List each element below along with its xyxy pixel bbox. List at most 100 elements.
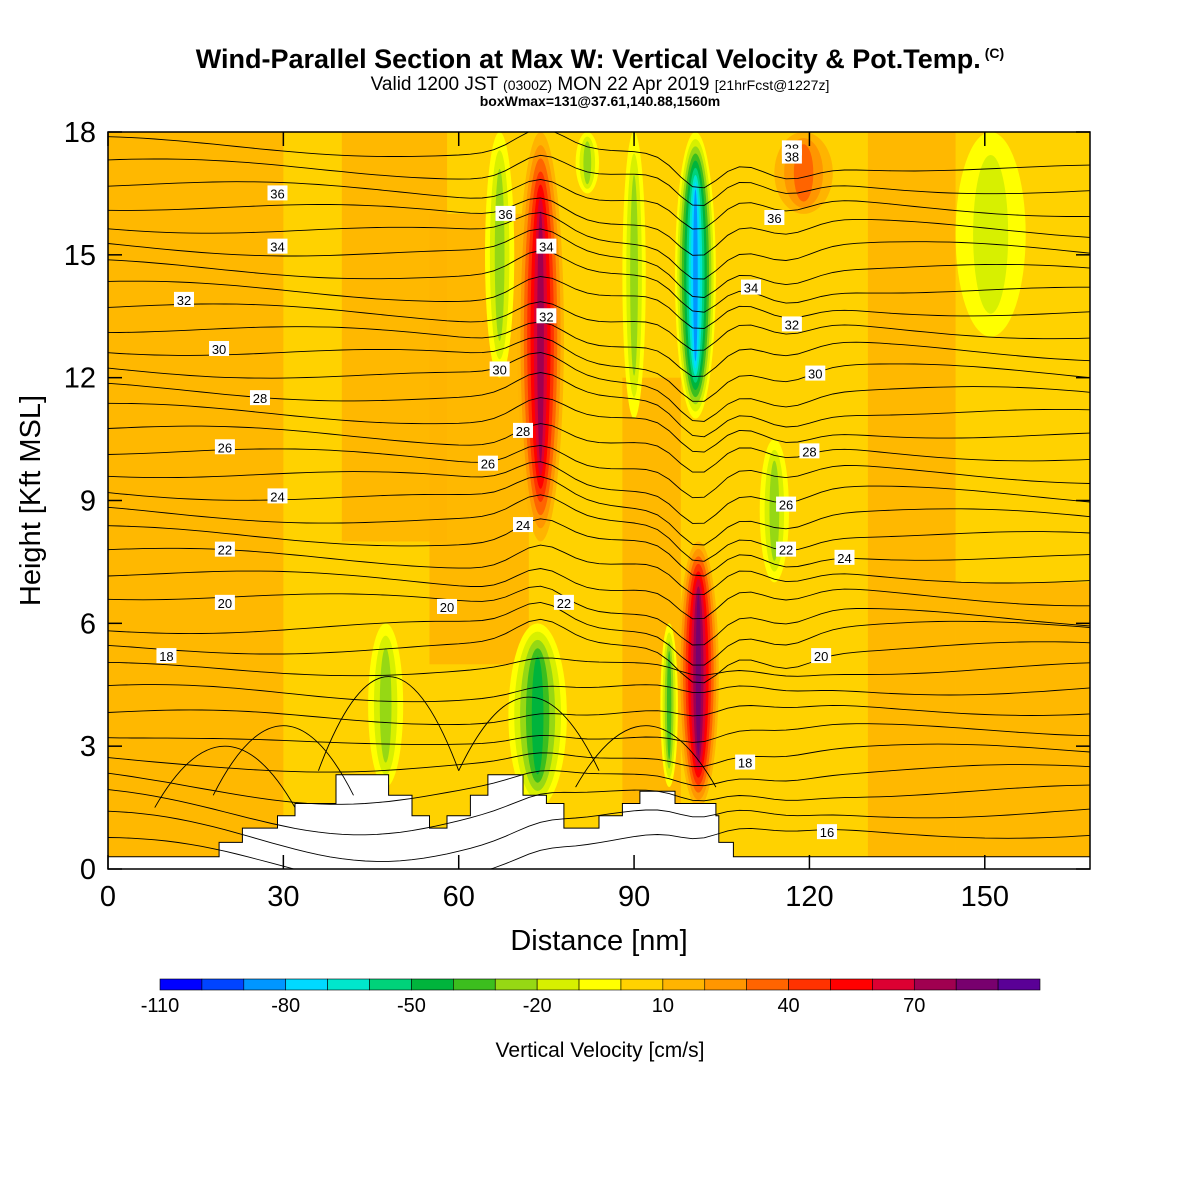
field-band xyxy=(622,377,681,869)
theta-contour-line xyxy=(108,132,1090,189)
w-feature-cell xyxy=(693,189,698,362)
contour-label-text: 26 xyxy=(218,440,232,455)
contour-label: 30 xyxy=(209,341,230,357)
contour-label-text: 24 xyxy=(837,551,851,566)
theta-contour-line xyxy=(108,178,1090,230)
contour-label-text: 32 xyxy=(785,317,799,332)
colorbar-swatch xyxy=(955,978,999,991)
y-tick-label: 3 xyxy=(80,731,96,763)
w-feature-cell xyxy=(537,210,544,463)
contour-label: 30 xyxy=(805,365,826,382)
contour-label: 38 xyxy=(781,148,802,165)
colorbar-swatch xyxy=(872,978,915,991)
contour-label-box xyxy=(209,341,230,357)
theta-contour-curve xyxy=(154,745,296,808)
subtitle-forecast: [21hrFcst@1227z] xyxy=(714,77,830,93)
colorbar-swatch xyxy=(411,978,454,991)
contour-label: 28 xyxy=(249,390,270,406)
contour-label-text: 34 xyxy=(270,240,284,255)
colorbar-swatch xyxy=(788,978,831,991)
x-tick-label: 150 xyxy=(961,881,1009,913)
chart-box-info: boxWmax=131@37.61,140.88,1560m xyxy=(0,93,1200,109)
contour-label-box xyxy=(536,308,557,324)
theta-contour-line xyxy=(108,212,1090,280)
contour-label-text: 18 xyxy=(159,649,173,664)
contour-label-text: 32 xyxy=(177,293,191,308)
contour-label-box xyxy=(799,443,820,459)
contour-label-box xyxy=(536,238,557,254)
theta-contour-line xyxy=(108,352,1090,422)
contour-label: 32 xyxy=(173,291,194,308)
theta-contour-line xyxy=(108,444,1090,499)
contour-label-box xyxy=(764,209,785,225)
contour-label-text: 38 xyxy=(785,150,799,165)
contour-label: 36 xyxy=(495,205,516,222)
contour-label: 24 xyxy=(267,488,288,504)
theta-contour-line xyxy=(108,544,1090,595)
contour-label-text: 20 xyxy=(218,596,232,611)
theta-contour-line xyxy=(108,684,1090,703)
contour-label-box xyxy=(267,238,288,254)
contour-label-text: 36 xyxy=(270,186,284,201)
theta-contour-line xyxy=(108,461,1090,524)
chart-title: Wind-Parallel Section at Max W: Vertical… xyxy=(0,44,1200,75)
contour-label-box xyxy=(489,361,510,377)
contour-label-text: 30 xyxy=(492,362,506,377)
contour-label-text: 36 xyxy=(498,207,512,222)
colorbar-swatch xyxy=(327,978,370,991)
contour-label-text: 22 xyxy=(218,543,232,558)
contour-label-box xyxy=(477,455,498,471)
contour-label: 26 xyxy=(776,496,797,513)
contour-label: 36 xyxy=(267,185,288,201)
x-axis-label: Distance [nm] xyxy=(510,925,687,957)
contour-label: 32 xyxy=(536,308,557,324)
theta-contour-line xyxy=(108,585,1090,646)
theta-contour-curve xyxy=(458,696,600,771)
w-feature-cell xyxy=(531,656,544,775)
theta-contour-line xyxy=(108,423,1090,473)
theta-contour-line xyxy=(108,784,1090,836)
contour-label: 20 xyxy=(811,648,832,664)
colorbar-swatch xyxy=(746,978,789,991)
theta-contour-line xyxy=(108,397,1090,453)
contour-label-box xyxy=(740,279,761,295)
w-feature-cell xyxy=(973,155,1009,314)
theta-contour-line xyxy=(108,494,1090,562)
contour-label-text: 28 xyxy=(802,444,816,459)
theta-contour-line xyxy=(108,723,1090,745)
theta-contour-line xyxy=(108,228,1090,298)
contour-label-box xyxy=(437,598,458,614)
contour-label-text: 22 xyxy=(557,596,571,611)
theta-contour-line xyxy=(108,154,1090,206)
contour-label-text: 28 xyxy=(253,391,267,406)
colorbar-tick-label: 40 xyxy=(777,995,799,1017)
y-tick-label: 12 xyxy=(64,363,96,395)
theta-contour-curve xyxy=(318,676,460,771)
contour-label-text: 26 xyxy=(481,457,495,472)
contour-label-box xyxy=(805,365,826,381)
chart-subtitle: Valid 1200 JST (0300Z) MON 22 Apr 2019 [… xyxy=(0,74,1200,96)
x-tick-label: 0 xyxy=(100,881,116,913)
theta-contours xyxy=(108,132,1090,869)
contour-label-text: 30 xyxy=(212,342,226,357)
colorbar-tick-label: 10 xyxy=(652,995,674,1017)
contour-label-box xyxy=(816,824,837,840)
x-tick-label: 60 xyxy=(443,881,475,913)
colorbar-swatch xyxy=(453,978,496,991)
colorbar: -110 -80 -50 -20 10 40 70 Vertical Velocity [cm… xyxy=(141,978,1041,1062)
contour-label-box xyxy=(781,316,802,332)
subtitle-zulu: (0300Z) xyxy=(503,77,553,93)
theta-contour-line xyxy=(108,827,1090,869)
theta-contour-line xyxy=(108,618,1090,684)
contour-label: 34 xyxy=(267,238,288,255)
contour-label-box xyxy=(267,185,288,201)
contour-label-box xyxy=(513,517,534,533)
contour-label-box xyxy=(781,148,802,164)
colorbar-swatch xyxy=(159,978,203,991)
subtitle-date: MON 22 Apr 2019 xyxy=(557,74,710,95)
contour-label-text: 20 xyxy=(440,600,454,615)
colorbar-swatch xyxy=(997,978,1041,991)
y-tick-label: 9 xyxy=(80,486,96,518)
contour-label: 24 xyxy=(513,517,534,533)
colorbar-swatch xyxy=(243,978,287,991)
